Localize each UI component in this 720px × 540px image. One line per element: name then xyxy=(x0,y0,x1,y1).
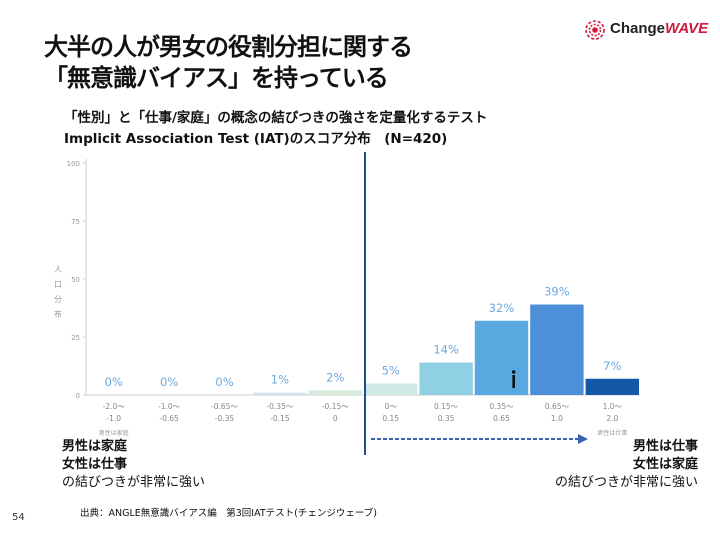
x-tick-label: -2.0～ xyxy=(103,402,126,411)
arrow-head-icon xyxy=(578,434,588,444)
y-tick-label: 75 xyxy=(71,218,80,226)
bar xyxy=(474,320,529,395)
x-tick-label: -0.35～ xyxy=(266,402,293,411)
y-tick-label: 25 xyxy=(71,334,80,342)
y-axis-label: 口 xyxy=(54,280,62,289)
bar-value-label: 39% xyxy=(544,285,570,299)
bar xyxy=(308,390,362,395)
x-tick-label: 0.15～ xyxy=(434,402,459,411)
title-line-1: 大半の人が男女の役割分担に関する xyxy=(44,33,413,61)
x-tick-label: 1.0～ xyxy=(603,402,623,411)
page-title: 大半の人が男女の役割分担に関する 「無意識バイアス」を持っている xyxy=(44,32,413,94)
x-tick-label: 0～ xyxy=(385,402,398,411)
subtitle-line-2: Implicit Association Test (IAT)のスコア分布 (N… xyxy=(64,131,448,147)
person-marker-body-icon xyxy=(512,375,515,388)
right-note: 男性は仕事 女性は家庭 の結びつきが非常に強い xyxy=(555,438,698,492)
x-tick-label: -1.0～ xyxy=(158,402,181,411)
x-tick-label: -0.35 xyxy=(215,414,235,423)
right-note-line-3: の結びつきが非常に強い xyxy=(554,475,698,490)
x-tick-label: 0.65 xyxy=(493,414,510,423)
bar-value-label: 0% xyxy=(160,375,178,389)
left-note-line-2: 女性は仕事 xyxy=(62,457,128,472)
y-axis-label: 布 xyxy=(54,309,62,319)
y-axis-label: 人 xyxy=(54,265,62,274)
x-tick-label: 0.35～ xyxy=(489,402,514,411)
x-tick-label: -0.15～ xyxy=(322,402,349,411)
x-tick-label: -0.65～ xyxy=(211,402,238,411)
left-note-line-3: の結びつきが非常に強い xyxy=(62,475,206,490)
x-tick-label: 2.0 xyxy=(606,414,618,423)
subtitle-line-1: 「性別」と「仕事/家庭」の概念の結びつきの強さを定量化するテスト xyxy=(64,110,488,126)
swirl-logo-icon xyxy=(585,20,605,40)
logo-text: ChangeWAVE xyxy=(610,20,709,37)
bar-value-label: 2% xyxy=(326,370,344,384)
bar-value-label: 7% xyxy=(603,359,621,373)
bar-value-label: 1% xyxy=(271,373,289,387)
left-note: 男性は家庭 女性は仕事 の結びつきが非常に強い xyxy=(62,438,205,492)
page-number: 54 xyxy=(12,512,25,523)
bar xyxy=(253,392,307,395)
axis-end-right-label: 男性は仕事 xyxy=(597,429,627,437)
x-tick-label: 0.35 xyxy=(438,414,455,423)
y-tick-label: 50 xyxy=(71,276,80,284)
right-note-line-2: 女性は家庭 xyxy=(632,457,698,472)
x-tick-label: -0.15 xyxy=(270,414,290,423)
y-tick-label: 0 xyxy=(76,392,80,400)
bar-value-label: 32% xyxy=(489,301,515,315)
x-tick-label: 0.15 xyxy=(382,414,399,423)
bar-value-label: 14% xyxy=(433,343,459,357)
bar xyxy=(364,383,418,395)
y-axis-label: 分 xyxy=(54,295,62,304)
left-note-line-1: 男性は家庭 xyxy=(62,439,128,454)
x-tick-label: -1.0 xyxy=(106,414,121,423)
x-tick-label: 0 xyxy=(333,414,338,423)
source-footer: 出典：ANGLE無意識バイアス編 第3回IATテスト(チェンジウェーブ) xyxy=(80,508,378,519)
bar xyxy=(419,362,473,395)
chart-subtitle: 「性別」と「仕事/家庭」の概念の結びつきの強さを定量化するテスト Implici… xyxy=(64,108,487,150)
changewave-logo: ChangeWAVE xyxy=(584,18,708,44)
person-marker-head-icon xyxy=(511,370,516,374)
bar-value-label: 0% xyxy=(215,375,233,389)
axis-end-left-label: 男性は家庭 xyxy=(99,429,129,437)
bar xyxy=(585,378,639,395)
title-line-2: 「無意識バイアス」を持っている xyxy=(44,64,389,92)
x-tick-label: 1.0 xyxy=(551,414,563,423)
x-tick-label: 0.65～ xyxy=(545,402,570,411)
right-note-line-1: 男性は仕事 xyxy=(632,439,698,454)
bar-value-label: 5% xyxy=(382,363,400,377)
bar-value-label: 0% xyxy=(105,375,123,389)
x-tick-label: -0.65 xyxy=(159,414,179,423)
y-tick-label: 100 xyxy=(67,160,80,168)
bar xyxy=(530,304,584,395)
